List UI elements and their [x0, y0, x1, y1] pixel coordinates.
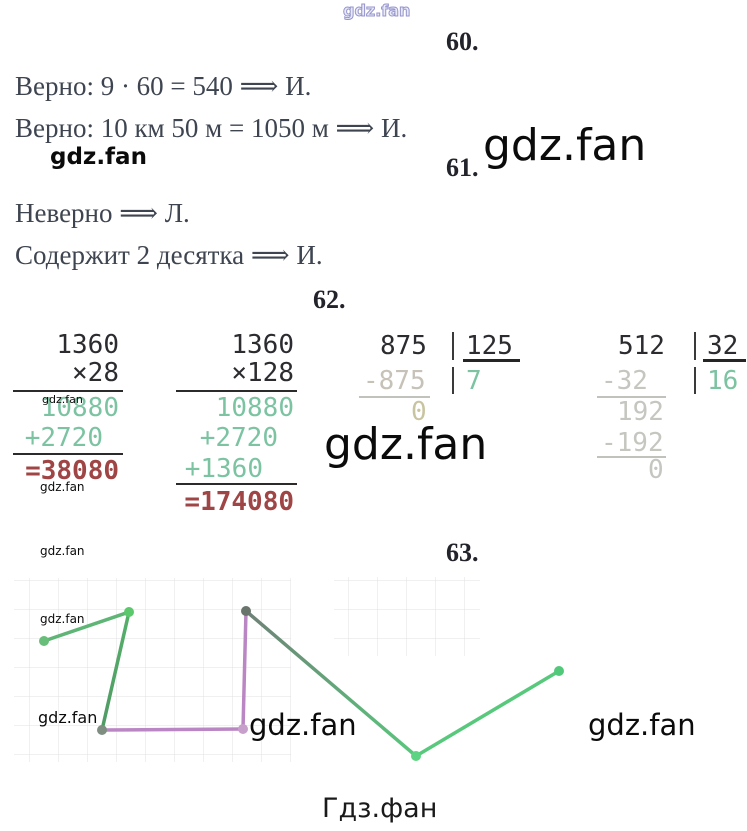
- mult1-multiplier: ×28: [72, 358, 119, 388]
- div1-quotient: 7: [466, 366, 482, 396]
- div1-step1: -875: [363, 366, 426, 396]
- div1-bar-bottom: [452, 367, 454, 394]
- watermark-figure-center: gdz.fan: [249, 708, 357, 742]
- figure-point: [241, 606, 251, 616]
- statement-60-line2: Верно: 10 км 50 м = 1050 м ⟹ И.: [15, 113, 408, 143]
- div2-bar-top: [694, 332, 696, 360]
- div2-quotient: 16: [707, 366, 739, 396]
- mult1-line-bottom: [13, 453, 123, 455]
- watermark-center-large: gdz.fan: [324, 419, 488, 470]
- div2-dividend: 512: [618, 331, 665, 361]
- figure-point: [97, 725, 107, 735]
- watermark-right-large: gdz.fan: [483, 120, 647, 171]
- watermark-mult1-bottom: gdz.fan: [40, 480, 85, 494]
- figure-segment: [244, 609, 418, 758]
- statement-60-line1: Верно: 9 · 60 = 540 ⟹ И.: [15, 71, 312, 101]
- figure-segment: [100, 610, 131, 732]
- mult2-multiplier: ×128: [231, 358, 294, 388]
- div2-divisor: 32: [707, 331, 739, 361]
- section-61-number: 61.: [446, 153, 479, 182]
- mult1-multiplicand: 1360: [56, 330, 119, 360]
- figure-segment: [241, 609, 248, 731]
- mult1-partial2: +2720: [24, 423, 103, 453]
- mult2-partial3: +1360: [184, 454, 263, 484]
- figure-point: [39, 636, 49, 646]
- div2-step1: -32: [601, 366, 648, 396]
- div1-remainder: 0: [411, 397, 427, 427]
- mult2-result: =174080: [184, 487, 294, 517]
- div1-divisor-underline: [463, 359, 520, 362]
- watermark-mid-left: gdz.fan: [50, 144, 147, 170]
- watermark-mult1-top: gdz.fan: [42, 393, 83, 406]
- mult2-line-bottom: [176, 483, 297, 485]
- div1-divisor: 125: [466, 331, 513, 361]
- div1-bar-top: [452, 332, 454, 360]
- figure-segment: [414, 669, 561, 758]
- div1-dividend: 875: [380, 331, 427, 361]
- mult2-multiplicand: 1360: [231, 330, 294, 360]
- figure-segment: [100, 727, 245, 732]
- section-62-number: 62.: [313, 285, 346, 314]
- mult2-partial1: 10880: [215, 393, 294, 423]
- div2-remainder: 0: [648, 455, 664, 485]
- watermark-figure-left: gdz.fan: [38, 708, 98, 727]
- footer-site-label: Гдз.фан: [322, 793, 438, 824]
- mult1-line-top: [13, 390, 123, 392]
- watermark-sec63: gdz.fan: [40, 544, 85, 558]
- div2-step1-underline: [597, 396, 666, 398]
- statement-61-line2: Содержит 2 десятка ⟹ И.: [15, 240, 323, 270]
- div2-step3-underline: [597, 456, 666, 458]
- mult1-partial1: 10880: [40, 393, 119, 423]
- watermark-figure-top: gdz.fan: [40, 612, 85, 626]
- div2-bar-bottom: [694, 367, 696, 394]
- div2-step3: -192: [601, 428, 664, 458]
- mult2-line-top: [176, 390, 297, 392]
- statement-61-line1: Неверно ⟹ Л.: [15, 198, 190, 228]
- figure-point: [238, 724, 248, 734]
- figure-point: [411, 751, 421, 761]
- section-60-number: 60.: [446, 27, 479, 56]
- mult2-partial2: +2720: [199, 423, 278, 453]
- figure-segment: [42, 610, 131, 643]
- figure-point: [554, 666, 564, 676]
- grid-patch: [334, 577, 480, 656]
- div1-step1-underline: [359, 396, 430, 398]
- section-63-number: 63.: [446, 538, 479, 567]
- watermark-figure-right: gdz.fan: [588, 708, 696, 742]
- figure-point: [124, 607, 134, 617]
- div2-divisor-underline: [703, 359, 746, 362]
- div2-step2: 192: [617, 397, 664, 427]
- watermark-top: gdz.fan: [342, 1, 411, 20]
- mult1-result: =38080: [25, 456, 119, 486]
